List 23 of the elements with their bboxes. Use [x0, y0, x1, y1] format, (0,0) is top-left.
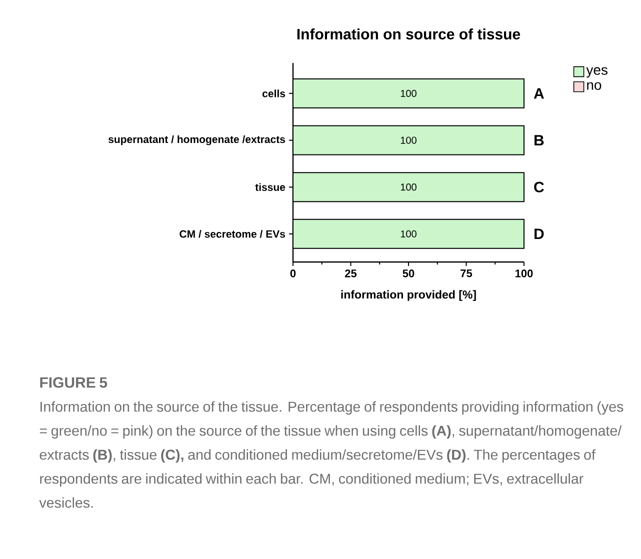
- y-tick-label: cells: [262, 90, 286, 98]
- text: C: [534, 182, 544, 192]
- y-tick-label: tissue: [255, 183, 286, 191]
- data-label: 100: [400, 90, 416, 97]
- x-tick-label: 50: [402, 270, 414, 278]
- text: D: [534, 228, 544, 240]
- x-tick-label: 25: [345, 270, 357, 278]
- chart-title: Information on source of tissue: [297, 28, 520, 40]
- x-axis-title: information provided [%]: [341, 290, 476, 301]
- x-tick-label: 75: [460, 270, 472, 278]
- legend-label: no: [587, 82, 602, 90]
- caption: FIGURE 5: [40, 377, 108, 388]
- text: A: [534, 88, 544, 99]
- legend-label: yes: [586, 67, 608, 78]
- data-label: 100: [400, 184, 416, 191]
- text: B: [534, 135, 544, 146]
- data-label: 100: [400, 230, 416, 238]
- x-tick-label: 0: [290, 270, 296, 278]
- y-tick-label: supernatant / homogenate /extracts: [108, 135, 286, 146]
- text: Information on the source of the tissue. Percentage of respondents providing information (yes = green/no = pink) on the source of the tissue when using cells (A), supernatant/homogenate/ extracts (B), tissue (C), and conditioned medium/secretome/EVs (D). The percentages of respondents are indicated within each bar. CM, conditioned medium; EVs, extracellular vesicles.: [39, 401, 624, 508]
- x-tick-label: 100: [516, 270, 533, 278]
- y-tick-label: CM / secretome / EVs: [180, 230, 286, 238]
- data-label: 100: [400, 136, 416, 144]
